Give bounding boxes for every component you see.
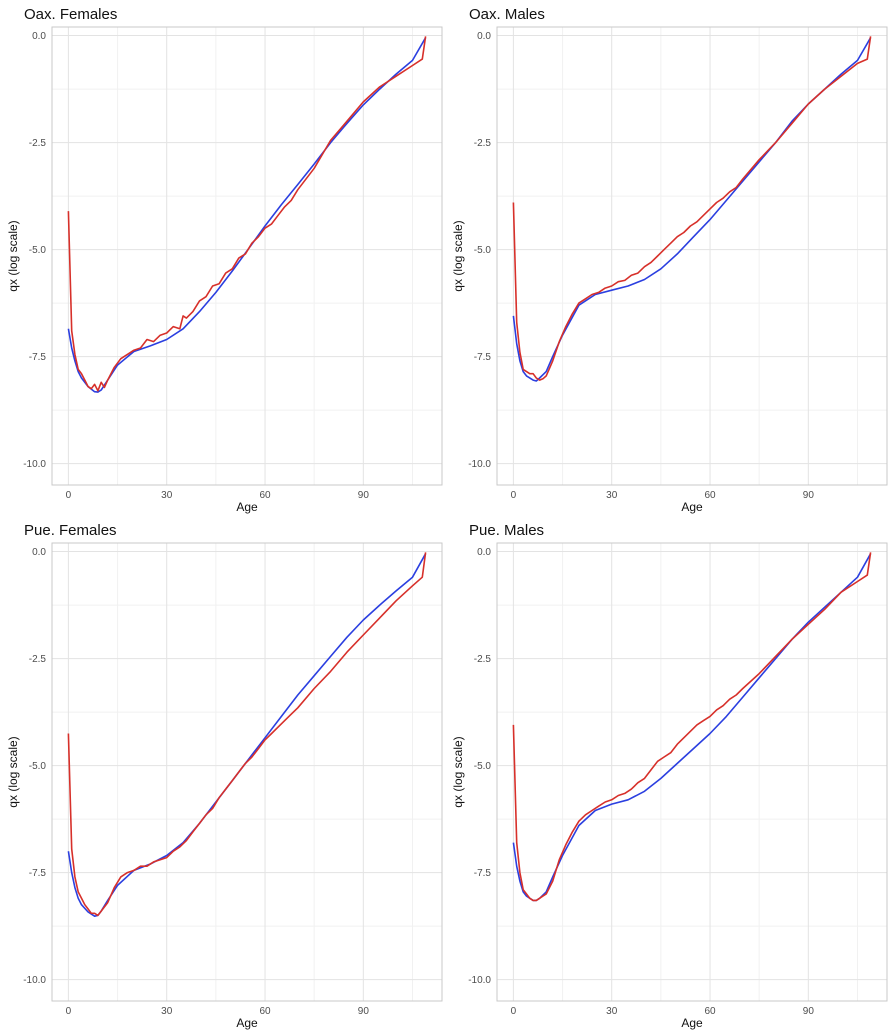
y-axis-title: qx (log scale): [451, 220, 465, 291]
x-tick-label: 30: [161, 1006, 173, 1017]
y-tick-label: -10.0: [468, 459, 491, 470]
panel-border: [51, 26, 443, 486]
x-tick-label: 0: [66, 1006, 72, 1017]
x-tick-label: 90: [358, 490, 370, 501]
panel-title: Oax. Males: [469, 6, 545, 23]
y-tick-label: -5.0: [29, 761, 47, 772]
series-line-red: [67, 552, 427, 917]
y-tick-label: -5.0: [474, 761, 492, 772]
y-tick-label: -5.0: [29, 245, 47, 256]
y-tick-label: 0.0: [32, 31, 46, 42]
x-tick-label: 60: [259, 1006, 271, 1017]
panel-pue-females: 0 30 60 90 0.0 -2.5 -5.0 -7.5 -10.0 Pue. Females A…: [0, 516, 445, 1032]
panel-border: [51, 542, 443, 1002]
series-line-red: [67, 36, 427, 392]
y-tick-label: -10.0: [23, 975, 46, 986]
x-tick-label: 0: [66, 490, 72, 501]
y-tick-label: -7.5: [474, 352, 492, 363]
y-tick-label: 0.0: [477, 547, 491, 558]
x-tick-label: 0: [511, 490, 517, 501]
panel-border: [496, 542, 888, 1002]
x-axis-title: Age: [681, 500, 703, 514]
x-axis-title: Age: [681, 1016, 703, 1030]
y-tick-label: 0.0: [477, 31, 491, 42]
y-tick-label: -2.5: [474, 138, 492, 149]
plot-oax-males: 0 30 60 90 0.0 -2.5 -5.0 -7.5 -10.0 Oax. Males Age…: [451, 6, 888, 514]
plot-pue-males: 0 30 60 90 0.0 -2.5 -5.0 -7.5 -10.0 Pue. Males Age…: [451, 522, 888, 1030]
plot-oax-females: 0 30 60 90 0.0 -2.5 -5.0 -7.5 -10.0 Oax. Females A…: [6, 6, 443, 514]
series-line-blue: [67, 37, 427, 393]
x-tick-label: 60: [259, 490, 271, 501]
panel-pue-males: 0 30 60 90 0.0 -2.5 -5.0 -7.5 -10.0 Pue. Males Age…: [445, 516, 890, 1032]
x-tick-label: 30: [606, 490, 618, 501]
y-tick-label: -2.5: [474, 654, 492, 665]
series-line-blue: [512, 553, 872, 902]
y-tick-label: -2.5: [29, 138, 47, 149]
panel-oax-males: 0 30 60 90 0.0 -2.5 -5.0 -7.5 -10.0 Oax. Males Age…: [445, 0, 890, 516]
x-tick-label: 60: [704, 1006, 716, 1017]
x-axis-title: Age: [236, 500, 258, 514]
x-tick-label: 90: [803, 1006, 815, 1017]
y-axis-title: qx (log scale): [6, 220, 20, 291]
y-tick-label: -5.0: [474, 245, 492, 256]
y-axis-title: qx (log scale): [451, 736, 465, 807]
panel-oax-females: 0 30 60 90 0.0 -2.5 -5.0 -7.5 -10.0 Oax. Females A…: [0, 0, 445, 516]
panel-title: Oax. Females: [24, 6, 117, 23]
x-tick-label: 90: [803, 490, 815, 501]
series-line-blue: [67, 553, 427, 918]
series-line-blue: [512, 37, 872, 382]
panel-border: [496, 26, 888, 486]
y-axis-title: qx (log scale): [6, 736, 20, 807]
y-tick-label: -7.5: [29, 352, 47, 363]
x-tick-label: 30: [606, 1006, 618, 1017]
x-axis-title: Age: [236, 1016, 258, 1030]
y-tick-label: -7.5: [29, 868, 47, 879]
y-tick-label: -7.5: [474, 868, 492, 879]
series-line-red: [512, 552, 872, 902]
panel-title: Pue. Females: [24, 522, 117, 539]
plot-pue-females: 0 30 60 90 0.0 -2.5 -5.0 -7.5 -10.0 Pue. Females A…: [6, 522, 443, 1030]
series-line-red: [512, 36, 872, 381]
y-tick-label: -10.0: [468, 975, 491, 986]
y-tick-label: -10.0: [23, 459, 46, 470]
x-tick-label: 90: [358, 1006, 370, 1017]
x-tick-label: 60: [704, 490, 716, 501]
x-tick-label: 0: [511, 1006, 517, 1017]
panel-title: Pue. Males: [469, 522, 544, 539]
y-tick-label: 0.0: [32, 547, 46, 558]
y-tick-label: -2.5: [29, 654, 47, 665]
x-tick-label: 30: [161, 490, 173, 501]
